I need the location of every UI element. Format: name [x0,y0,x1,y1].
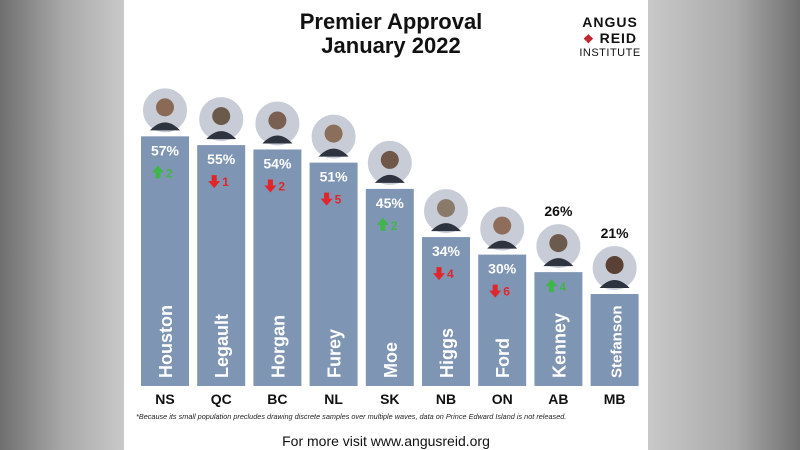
bar [534,272,583,386]
bar [141,136,189,386]
footer-link[interactable]: For more visit www.angusreid.org [282,433,490,449]
premier-name: Higgs [437,328,457,378]
value-label: 34% [432,243,461,259]
premier-name: Horgan [268,315,288,378]
value-label: 26% [544,203,573,219]
photo-face [380,150,399,169]
photo-face [437,199,455,218]
province-label: SK [380,391,399,407]
chart-title: Premier Approval [299,9,483,34]
photo-shoulders [150,122,180,131]
photo-shoulders [487,240,518,249]
value-label: 54% [263,155,292,171]
bar [309,162,358,386]
province-label: AB [548,391,568,407]
photo-face [324,124,343,143]
bar [253,149,302,386]
premier-name: Furey [325,329,345,378]
photo-shoulders [318,148,349,157]
premier-name: Houston [156,305,176,378]
angus-reid-logo: ANGUS ❖ REID INSTITUTE [570,14,650,60]
premier-name: Legault [212,314,232,378]
photo-face [268,111,287,130]
photo-shoulders [206,131,237,140]
bar-chart: 57% 2 Houston NS 55% 1 Legault QC 54% 2 Horgan BC 51… [141,86,639,407]
bar [422,237,470,386]
province-label: NB [436,391,456,407]
logo-line3: INSTITUTE [579,47,641,59]
photo-face [212,107,231,126]
premier-name: Kenney [549,313,569,378]
change-label: 4 [559,280,566,294]
value-label: 30% [488,261,517,277]
value-label: 55% [207,151,236,167]
value-label: 51% [320,169,349,185]
photo-shoulders [599,280,630,289]
photo-face [605,256,624,275]
photo-shoulders [431,223,461,232]
photo-shoulders [262,135,293,144]
photo-shoulders [374,174,405,183]
logo-line2: REID [599,30,638,46]
province-label: QC [211,391,232,407]
change-label: 2 [391,219,398,233]
photo-face [549,234,568,253]
change-label: 5 [335,193,342,207]
province-label: BC [267,391,287,407]
value-label: 21% [601,225,630,241]
logo-line1: ANGUS [582,14,638,30]
value-label: 57% [151,142,180,158]
chart-panel: Premier Approval January 2022 ANGUS ❖ RE… [124,0,648,450]
bar [590,294,639,386]
premier-name: Stefanson [609,305,626,378]
change-label: 1 [222,175,229,189]
change-label: 2 [278,179,285,193]
province-label: NL [324,391,343,407]
chart-subtitle: January 2022 [321,33,461,58]
arrow-up-icon [376,217,389,231]
photo-face [493,216,512,235]
bar [197,145,246,386]
arrow-down-icon [433,267,445,281]
change-label: 4 [447,267,454,281]
footnote: *Because its small population precludes … [136,412,567,421]
province-label: ON [492,391,513,407]
maple-leaf-icon: ❖ [582,32,595,46]
photo-shoulders [543,258,574,267]
change-label: 2 [166,166,173,180]
arrow-down-icon [489,284,502,298]
change-label: 6 [503,285,510,299]
arrow-down-icon [264,179,277,193]
value-label: 45% [376,195,405,211]
province-label: NS [155,391,174,407]
arrow-up-icon [152,165,164,179]
premier-name: Ford [493,338,513,378]
photo-face [156,98,174,117]
arrow-down-icon [208,175,221,189]
arrow-up-icon [545,279,558,293]
arrow-down-icon [320,192,333,206]
province-label: MB [604,391,626,407]
premier-name: Moe [381,342,401,378]
bar [365,188,414,386]
bar [478,254,527,386]
